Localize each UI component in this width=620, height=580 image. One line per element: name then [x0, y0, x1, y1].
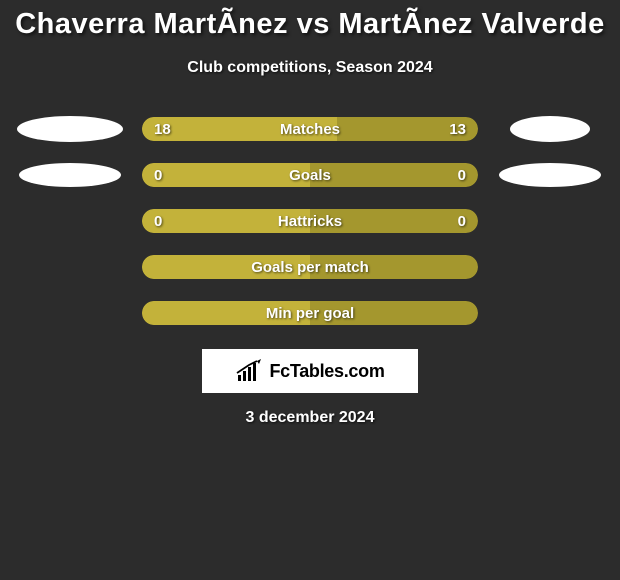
bar-text: 0 Hattricks 0 [142, 213, 478, 230]
chart-icon [235, 359, 263, 383]
right-holder [490, 116, 610, 142]
right-ellipse [499, 163, 601, 187]
left-ellipse [19, 163, 121, 187]
stat-bar: 0 Goals 0 [142, 163, 478, 187]
bar-text: 0 Goals 0 [142, 167, 478, 184]
left-holder [10, 116, 130, 142]
stat-bar: 0 Hattricks 0 [142, 209, 478, 233]
logo-text: FcTables.com [269, 361, 384, 382]
right-value: 0 [446, 213, 466, 230]
stat-row: 0 Hattricks 0 [0, 209, 620, 233]
stat-bar: Min per goal [142, 301, 478, 325]
right-ellipse [510, 116, 590, 142]
logo-box[interactable]: FcTables.com [202, 349, 418, 393]
bar-text: 18 Matches 13 [142, 121, 478, 138]
left-value: 0 [154, 167, 174, 184]
left-value: 18 [154, 121, 174, 138]
page-title: Chaverra MartÃ­nez vs MartÃ­nez Valverde [0, 8, 620, 41]
stat-label: Goals per match [251, 259, 369, 276]
stat-label: Hattricks [278, 213, 342, 230]
comparison-widget: Chaverra MartÃ­nez vs MartÃ­nez Valverde… [0, 0, 620, 427]
subtitle: Club competitions, Season 2024 [0, 59, 620, 77]
stat-label: Goals [289, 167, 331, 184]
left-holder [10, 163, 130, 187]
date-text: 3 december 2024 [0, 409, 620, 427]
stat-row: 18 Matches 13 [0, 117, 620, 141]
stat-label: Min per goal [266, 305, 354, 322]
stat-row: 0 Goals 0 [0, 163, 620, 187]
right-value: 13 [446, 121, 466, 138]
stat-row: Min per goal [0, 301, 620, 325]
stat-rows-container: 18 Matches 13 0 Goals 0 0 Hattricks 0 Goals per m… [0, 117, 620, 325]
stat-bar: 18 Matches 13 [142, 117, 478, 141]
left-ellipse [17, 116, 123, 142]
left-value: 0 [154, 213, 174, 230]
stat-label: Matches [280, 121, 340, 138]
stat-row: Goals per match [0, 255, 620, 279]
right-value: 0 [446, 167, 466, 184]
right-holder [490, 163, 610, 187]
stat-bar: Goals per match [142, 255, 478, 279]
